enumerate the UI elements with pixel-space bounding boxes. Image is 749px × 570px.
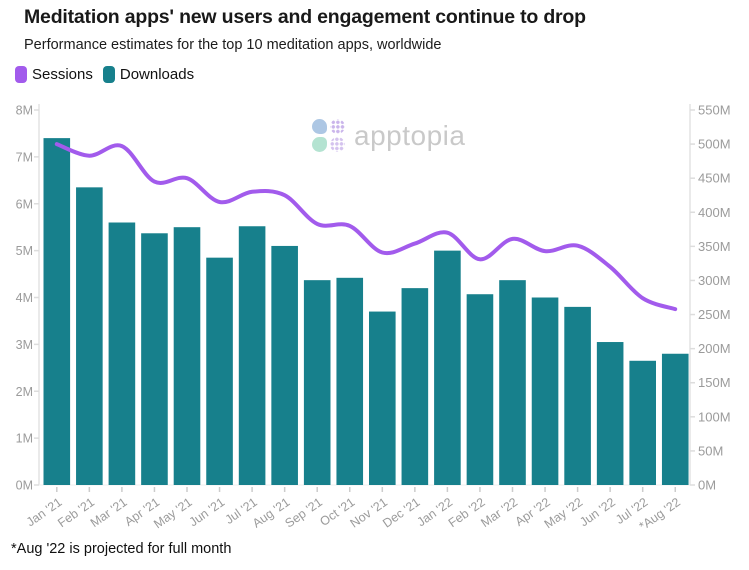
- right-axis-tick-label: 500M: [698, 137, 731, 152]
- left-axis-tick-label: 6M: [16, 197, 33, 211]
- bar-downloads: [401, 288, 429, 486]
- x-axis-category-label: Mar '22: [478, 495, 520, 530]
- left-axis-tick-label: 7M: [16, 150, 33, 164]
- left-axis-tick-label: 8M: [16, 104, 33, 118]
- legend-label-sessions: Sessions: [32, 66, 93, 83]
- bar-downloads: [531, 297, 559, 485]
- left-axis-tick-label: 1M: [16, 432, 33, 446]
- right-axis-tick-label: 300M: [698, 273, 731, 288]
- left-axis-tick-label: 2M: [16, 385, 33, 399]
- right-axis-tick-label: 350M: [698, 239, 731, 254]
- x-axis-category-label: Jun '21: [187, 495, 228, 529]
- right-axis-tick-label: 50M: [698, 443, 723, 458]
- x-axis-category-label: Feb '22: [446, 495, 488, 530]
- bar-downloads: [76, 187, 103, 485]
- combo-chart: 0M 1M 2M 3M 4M 5M 6M 7M 8M 0M 50M 100M 150M 200M 250M 3…: [16, 103, 731, 534]
- downloads-color-swatch: [102, 66, 115, 83]
- left-axis-tick-label: 4M: [16, 291, 33, 305]
- logo-petal-dotted-purple: [330, 119, 345, 134]
- left-axis-tick-label: 3M: [16, 338, 33, 352]
- sessions-color-swatch: [15, 66, 27, 83]
- x-axis-category-label: Dec '21: [380, 495, 422, 531]
- x-axis-category-label: Sep '21: [282, 495, 324, 531]
- chart-title: Meditation apps' new users and engagemen…: [24, 6, 586, 28]
- bar-downloads: [271, 245, 298, 485]
- x-axis-category-label: Jun '22: [577, 495, 618, 529]
- right-axis-tick-label: 150M: [698, 375, 731, 390]
- bar-downloads: [173, 227, 201, 485]
- bar-downloads: [596, 342, 624, 485]
- bar-downloads: [141, 233, 168, 485]
- right-axis-tick-label: 550M: [698, 103, 731, 118]
- bar-downloads: [564, 306, 591, 486]
- right-axis-tick-label: 250M: [698, 307, 731, 322]
- right-axis-tick-label: 100M: [698, 409, 731, 424]
- x-axis-category-label: Feb '21: [55, 495, 97, 530]
- apptopia-brand-text: apptopia: [354, 120, 466, 151]
- right-axis-tick-label: 200M: [698, 341, 731, 356]
- legend-label-downloads: Downloads: [119, 66, 195, 83]
- bar-downloads: [206, 257, 233, 485]
- logo-petal-solid-blue: [312, 119, 327, 134]
- left-axis-tick-label: 0M: [16, 479, 33, 493]
- apptopia-watermark: apptopia: [312, 119, 465, 153]
- chart-footnote: *Aug '22 is projected for full month: [11, 541, 232, 557]
- sessions-line: [54, 142, 678, 312]
- apptopia-clover-logo-icon: [312, 119, 345, 153]
- bar-downloads: [238, 226, 266, 485]
- bar-downloads: [369, 311, 396, 485]
- logo-petal-dotted-lavender: [330, 137, 345, 152]
- bar-downloads: [629, 360, 656, 485]
- bar-downloads: [466, 294, 494, 485]
- right-axis-tick-label: 400M: [698, 205, 731, 220]
- legend-item-sessions: Sessions: [15, 66, 93, 83]
- bar-downloads: [336, 277, 364, 485]
- bar-downloads: [43, 138, 71, 485]
- logo-petal-solid-mint: [312, 137, 327, 152]
- bar-downloads: [661, 353, 689, 485]
- bar-downloads: [499, 280, 526, 485]
- x-axis-category-label: Mar '21: [88, 495, 130, 530]
- chart-subtitle: Performance estimates for the top 10 med…: [24, 37, 442, 53]
- bar-downloads: [303, 280, 331, 485]
- bar-downloads: [434, 250, 461, 486]
- chart-legend: Sessions Downloads: [15, 66, 194, 83]
- legend-item-downloads: Downloads: [102, 66, 195, 83]
- right-axis-tick-label: 450M: [698, 171, 731, 186]
- bar-downloads: [108, 222, 136, 485]
- left-axis-tick-label: 5M: [16, 244, 33, 258]
- right-axis-tick-label: 0M: [698, 478, 716, 493]
